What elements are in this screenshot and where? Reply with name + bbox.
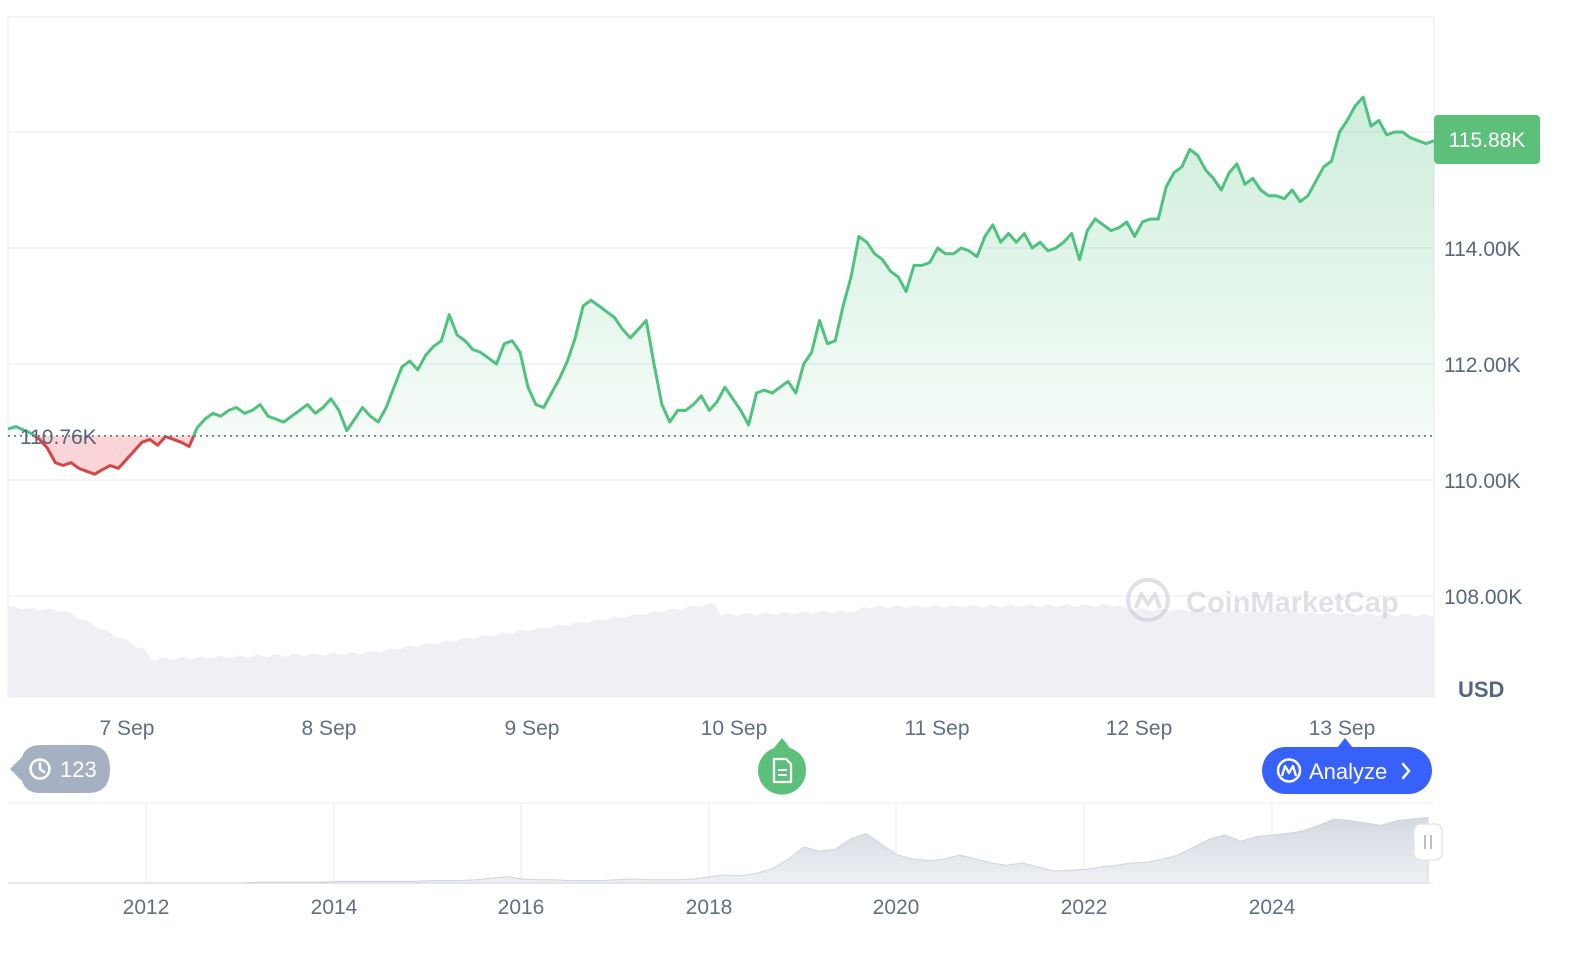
x-tick-label: 10 Sep xyxy=(701,717,768,740)
history-count: 123 xyxy=(60,757,97,782)
x-tick-label: 8 Sep xyxy=(302,717,357,740)
watermark: CoinMarketCap xyxy=(1126,578,1399,622)
navigator-year-label: 2022 xyxy=(1061,896,1108,919)
coinmarketcap-logo-icon xyxy=(1276,758,1302,783)
navigator-year-label: 2016 xyxy=(498,896,545,919)
news-marker[interactable] xyxy=(758,738,807,795)
currency-label: USD xyxy=(1458,677,1504,702)
price-area-up xyxy=(8,97,1434,436)
navigator-year-label: 2012 xyxy=(123,896,170,919)
analyze-button[interactable]: Analyze xyxy=(1262,738,1432,794)
watermark-text: CoinMarketCap xyxy=(1186,587,1399,619)
navigator-grid xyxy=(145,803,1273,883)
volume-area xyxy=(8,603,1434,697)
history-clock-icon xyxy=(29,758,51,780)
price-series[interactable] xyxy=(7,95,1435,476)
reference-price-label: 110.76K xyxy=(20,426,97,449)
chevron-right-icon xyxy=(1401,762,1411,780)
coinmarketcap-logo-icon xyxy=(1126,578,1170,622)
range-navigator[interactable]: 2012 2014 2016 2018 2020 2022 2024 xyxy=(8,802,1443,919)
drag-handle-icon[interactable] xyxy=(1413,823,1443,861)
navigator-year-label: 2020 xyxy=(873,896,920,919)
navigator-year-label: 2024 xyxy=(1249,896,1296,919)
current-price-badge: 115.88K xyxy=(1434,114,1540,164)
navigator-area xyxy=(8,816,1429,884)
x-tick-label: 12 Sep xyxy=(1106,717,1173,740)
y-tick-label: 108.00K xyxy=(1444,586,1522,609)
current-price-label: 115.88K xyxy=(1449,129,1526,152)
x-tick-label: 11 Sep xyxy=(905,717,970,740)
y-tick-label: 114.00K xyxy=(1444,238,1521,261)
x-tick-label: 13 Sep xyxy=(1309,717,1376,740)
document-icon xyxy=(772,757,793,784)
history-badge[interactable]: 123 xyxy=(10,745,110,793)
navigator-axis: 2012 2014 2016 2018 2020 2022 2024 xyxy=(123,896,1296,919)
y-tick-label: 112.00K xyxy=(1444,354,1521,377)
y-axis: 108.00K 110.00K 112.00K 114.00K xyxy=(1444,238,1522,609)
price-line-up xyxy=(7,95,1435,436)
volume-shape xyxy=(8,603,1434,697)
navigator-year-label: 2018 xyxy=(686,896,733,919)
x-tick-label: 9 Sep xyxy=(505,717,560,740)
y-tick-label: 110.00K xyxy=(1444,470,1521,493)
x-axis: 7 Sep 8 Sep 9 Sep 10 Sep 11 Sep 12 Sep 13 Sep xyxy=(100,717,1376,740)
analyze-label: Analyze xyxy=(1309,759,1387,784)
x-tick-label: 7 Sep xyxy=(100,717,155,740)
navigator-year-label: 2014 xyxy=(311,896,358,919)
